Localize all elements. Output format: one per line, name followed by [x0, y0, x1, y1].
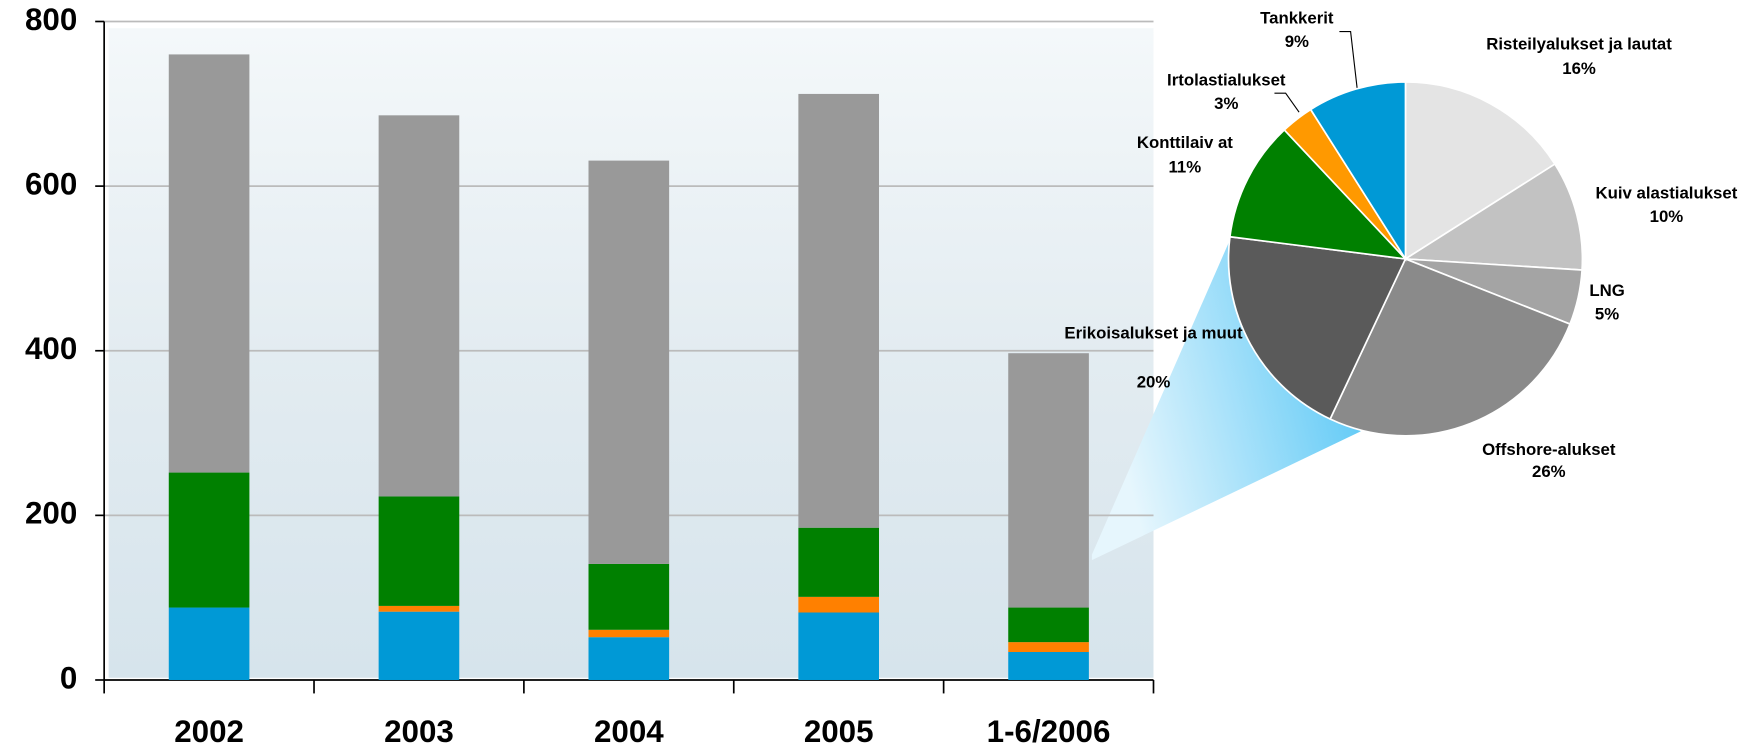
y-tick-label: 200: [25, 496, 77, 531]
pie-label: LNG: [1589, 281, 1624, 300]
leader-line: [1339, 31, 1358, 90]
pie-label: Konttilaiv at: [1137, 133, 1233, 152]
bar-segment: [798, 612, 880, 680]
bar-segment: [168, 607, 250, 680]
bar-segment: [1008, 652, 1089, 680]
pie-label: Kuiv alastialukset: [1596, 183, 1738, 202]
pie-label: Irtolastialukset: [1167, 70, 1286, 89]
pie-value-label: 9%: [1285, 32, 1309, 51]
pie-slice: [1309, 81, 1407, 262]
y-tick-label: 0: [60, 660, 77, 695]
pie-label: Erikoisalukset ja muut: [1064, 323, 1243, 342]
pie: [1227, 81, 1584, 437]
x-tick-label: 2004: [594, 714, 664, 749]
pie-slice: [1329, 257, 1572, 437]
bar-segment: [378, 496, 460, 606]
bar-segment: [1008, 353, 1089, 608]
bar-segment: [798, 596, 880, 613]
pie-slice: [1228, 128, 1408, 261]
pie-value-label: 10%: [1650, 207, 1684, 226]
pie-value-label: 16%: [1562, 59, 1596, 78]
pie-label: Offshore-alukset: [1482, 440, 1616, 459]
bar-segment: [798, 527, 880, 597]
pie-label: Tankkerit: [1260, 9, 1334, 28]
bar-segment: [378, 611, 460, 680]
x-tick-label: 2003: [384, 714, 454, 749]
bar-segment: [588, 160, 670, 564]
bar-segment: [588, 637, 670, 680]
zoom-wedge: [1091, 235, 1361, 561]
labels: 0 200 400 600 800 2002 2003 2004 2005 1-6/2006 Ris…: [25, 2, 1738, 749]
bar-segment: [168, 54, 250, 473]
pie-slice: [1402, 162, 1584, 271]
bar-segment: [588, 563, 670, 630]
pie-value-label: 11%: [1169, 158, 1202, 177]
pie-label: Risteilyalukset ja lautat: [1486, 34, 1672, 53]
pie-value-label: 5%: [1595, 304, 1619, 323]
bar-segment: [798, 93, 880, 528]
pie-value-label: 26%: [1532, 462, 1566, 481]
pie-slice: [1404, 81, 1557, 261]
x-tick-label: 2005: [804, 714, 874, 749]
bar-segment: [588, 629, 670, 638]
y-tick-label: 400: [25, 331, 77, 366]
y-tick-label: 600: [25, 166, 77, 201]
pie-value-label: 20%: [1137, 373, 1171, 392]
pie-slice: [1227, 235, 1407, 421]
bar-segment: [168, 472, 250, 608]
bar-segment: [378, 605, 460, 612]
bar-segment: [1008, 642, 1089, 653]
leader-line: [1274, 92, 1300, 113]
pie-value-label: 3%: [1214, 94, 1238, 113]
bar-segment: [378, 115, 460, 497]
bars: [168, 54, 1089, 680]
x-tick-label: 1-6/2006: [987, 714, 1111, 749]
y-tick-label: 800: [25, 2, 77, 37]
x-tick-label: 2002: [174, 714, 244, 749]
bar-segment: [1008, 607, 1089, 643]
